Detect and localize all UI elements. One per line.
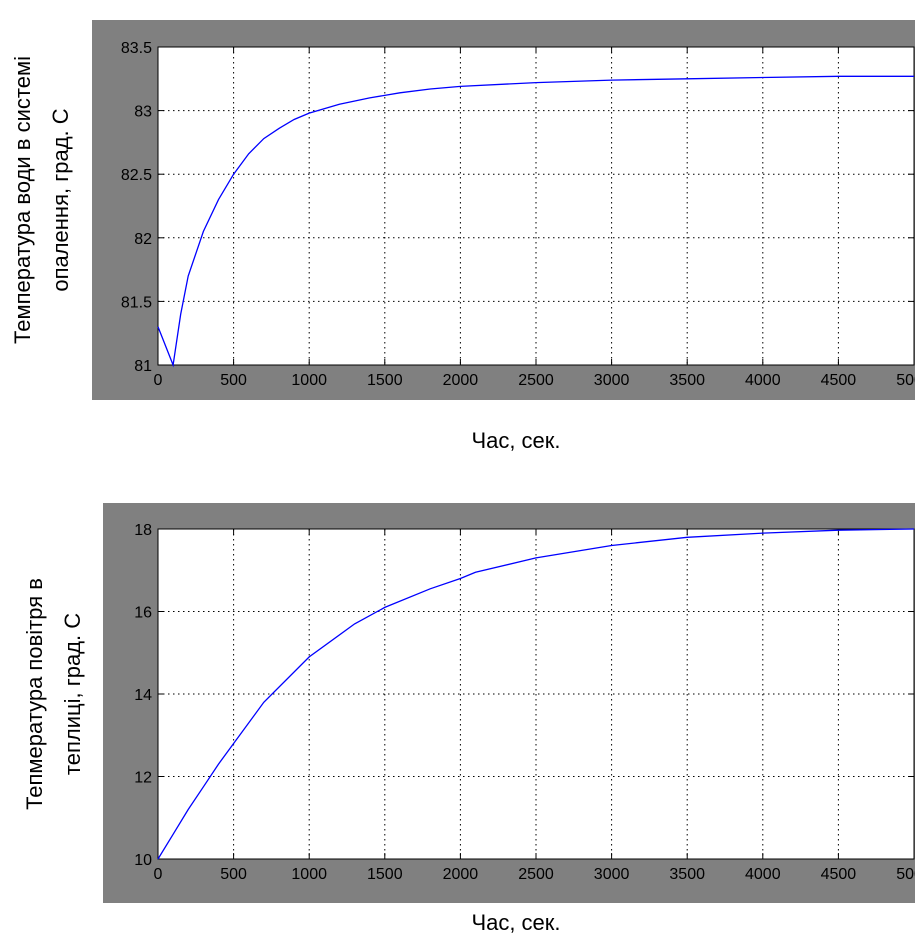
- y-axis-title-line-2: теплиці, град. С: [60, 613, 85, 775]
- y-tick-label: 83.5: [121, 40, 152, 57]
- series-line-1: [157, 528, 915, 860]
- y-tick-label: 82: [134, 231, 152, 248]
- x-tick-label: 5000: [896, 866, 915, 883]
- x-tick-label: 2500: [518, 372, 554, 389]
- y-tick-label: 81.5: [121, 294, 152, 311]
- x-tick-label: 1500: [367, 372, 403, 389]
- x-tick-label: 1000: [291, 372, 327, 389]
- y-tick-label: 82.5: [121, 167, 152, 184]
- y-tick-label: 14: [134, 687, 152, 704]
- x-tick-label: 3000: [594, 372, 630, 389]
- y-tick-label: 83: [134, 104, 152, 121]
- y-tick-label: 16: [134, 605, 152, 622]
- x-tick-label: 4500: [821, 372, 857, 389]
- series-line-1: [157, 75, 914, 368]
- x-tick-label: 1000: [291, 866, 327, 883]
- y-axis-title-line-1: Тепмература повітря в: [22, 578, 47, 810]
- x-tick-label: 3500: [669, 866, 705, 883]
- x-tick-label: 2500: [518, 866, 554, 883]
- x-tick-label: 0: [154, 866, 163, 883]
- y-tick-label: 81: [134, 358, 152, 375]
- y-axis-title-line-2: опалення, град. С: [48, 108, 73, 291]
- x-axis-title: Час, сек.: [471, 428, 560, 453]
- x-tick-label: 0: [154, 372, 163, 389]
- x-tick-label: 500: [220, 866, 247, 883]
- x-tick-label: 2000: [443, 866, 479, 883]
- chart-panel-2: 0 500 1000 1500 2000 2500 3000 3500 4000 4500 5000…: [22, 503, 915, 935]
- x-tick-label: 5000: [896, 372, 915, 389]
- chart-panel-1: 0 500 1000 1500 2000 2500 3000 3500 4000 4500 5000…: [10, 20, 915, 453]
- y-axis-title-line-1: Температура води в системі: [10, 56, 35, 344]
- y-tick-label: 12: [134, 770, 152, 787]
- x-tick-label: 4000: [745, 372, 781, 389]
- x-tick-label: 3500: [669, 372, 705, 389]
- x-tick-label: 3000: [594, 866, 630, 883]
- x-axis-title: Час, сек.: [471, 910, 560, 935]
- x-tick-label: 2000: [443, 372, 479, 389]
- x-tick-label: 4500: [821, 866, 857, 883]
- x-tick-label: 1500: [367, 866, 403, 883]
- x-tick-label: 4000: [745, 866, 781, 883]
- y-tick-label: 10: [134, 852, 152, 869]
- x-tick-label: 500: [220, 372, 247, 389]
- y-tick-label: 18: [134, 522, 152, 539]
